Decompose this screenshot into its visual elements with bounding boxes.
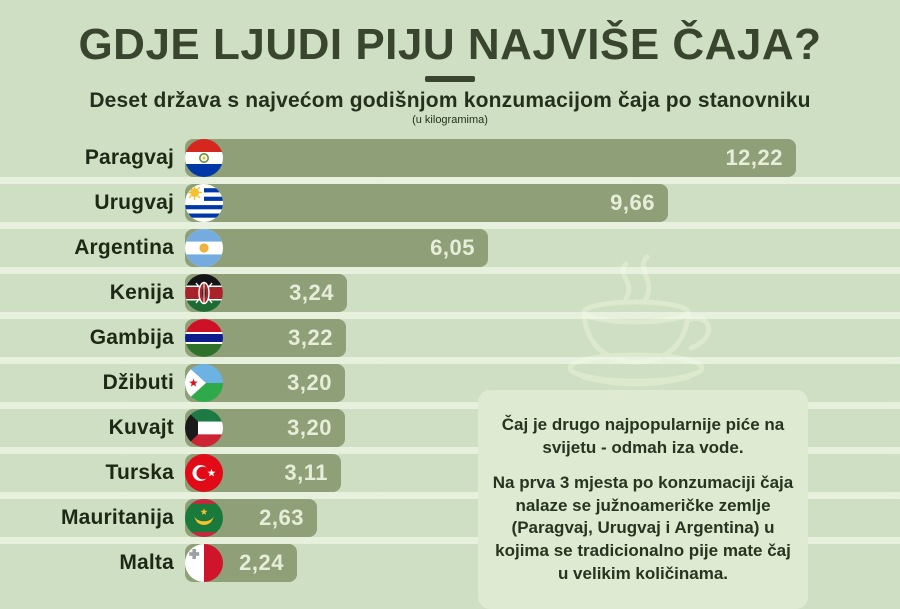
bar: 3,11 (185, 454, 341, 493)
country-label: Argentina (74, 236, 174, 260)
title-divider (425, 76, 475, 83)
country-label: Paragvaj (84, 146, 174, 170)
flag-malta-icon (185, 544, 223, 583)
value-label: 6,05 (430, 235, 475, 261)
flag-djibouti-icon (185, 364, 223, 403)
note-paragraph-2: Na prva 3 mjesta po konzumaciji čaja nal… (492, 473, 794, 583)
bar: 12,22 (185, 139, 796, 178)
page-title: GDJE LJUDI PIJU NAJVIŠE ČAJA? (78, 20, 822, 69)
country-label: Kenija (109, 281, 174, 305)
chart-row: Malta 2,24 (0, 544, 900, 583)
bar: 3,24 (185, 274, 347, 313)
chart-row: Paragvaj 12,22 (0, 139, 900, 178)
country-label: Gambija (89, 326, 174, 350)
value-label: 3,20 (287, 415, 332, 441)
flag-argentina-icon (185, 229, 223, 268)
bar: 9,66 (185, 184, 668, 223)
note-box: Čaj je drugo najpopularnije piće na svij… (478, 390, 808, 609)
value-label: 3,20 (287, 370, 332, 396)
chart-row: Turska 3,11 (0, 454, 900, 493)
flag-turkey-icon (185, 454, 223, 493)
bar: 3,20 (185, 364, 345, 403)
bar: 3,20 (185, 409, 345, 448)
flag-uruguay-icon (185, 184, 223, 223)
infographic-header: GDJE LJUDI PIJU NAJVIŠE ČAJA? Deset drža… (0, 0, 900, 126)
chart-row: Džibuti 3,20 (0, 364, 900, 403)
value-label: 3,22 (288, 325, 333, 351)
subtitle: Deset država s najvećom godišnjom konzum… (89, 89, 811, 113)
flag-paraguay-icon (185, 139, 223, 178)
value-label: 3,24 (289, 280, 334, 306)
flag-kuwait-icon (185, 409, 223, 448)
bar: 3,22 (185, 319, 346, 358)
chart-row: Kuvajt 3,20 (0, 409, 900, 448)
country-label: Džibuti (102, 371, 174, 395)
value-label: 12,22 (725, 145, 783, 171)
chart-row: Argentina 6,05 (0, 229, 900, 268)
chart-row: Urugvaj 9,66 (0, 184, 900, 223)
bar: 2,63 (185, 499, 317, 538)
flag-mauritania-icon (185, 499, 223, 538)
chart-row: Mauritanija 2,63 (0, 499, 900, 538)
value-label: 9,66 (610, 190, 655, 216)
country-label: Malta (119, 551, 174, 575)
flag-kenya-icon (185, 274, 223, 313)
country-label: Mauritanija (60, 506, 174, 530)
flag-gambia-icon (185, 319, 223, 358)
bar-chart: Paragvaj 12,22 Urugvaj 9,66 Argentina 6,… (0, 139, 900, 583)
value-label: 2,63 (259, 505, 304, 531)
country-label: Urugvaj (94, 191, 174, 215)
chart-row: Gambija 3,22 (0, 319, 900, 358)
country-label: Kuvajt (108, 416, 174, 440)
country-label: Turska (105, 461, 174, 485)
value-label: 3,11 (284, 460, 328, 486)
chart-row: Kenija 3,24 (0, 274, 900, 313)
value-label: 2,24 (239, 550, 284, 576)
note-paragraph-1: Čaj je drugo najpopularnije piće na svij… (501, 415, 785, 457)
unit-note: (u kilogramima) (412, 114, 488, 127)
bar: 6,05 (185, 229, 488, 268)
bar: 2,24 (185, 544, 297, 583)
